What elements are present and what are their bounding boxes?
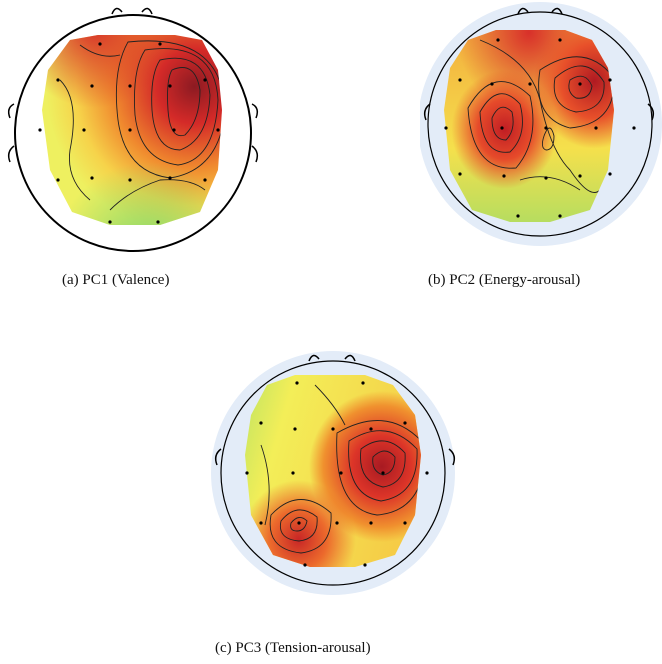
caption-b: (b) PC2 (Energy-arousal): [428, 272, 581, 288]
scalp-map-b: [444, 30, 614, 222]
scalp-map-a: [42, 35, 222, 225]
topomap-b: [420, 2, 662, 246]
right-ear-icon: [251, 103, 259, 119]
head-outline: [220, 360, 446, 586]
topomap-panel-c: (c) PC3 (Tension-arousal): [205, 345, 465, 664]
topomap-c: [211, 351, 456, 595]
electrodes-b: [444, 38, 636, 218]
topomap-panel-b: (b) PC2 (Energy-arousal): [420, 0, 662, 300]
head-outline: [14, 14, 252, 252]
caption-c: (c) PC3 (Tension-arousal): [215, 640, 371, 656]
topomap-a: [7, 7, 259, 252]
electrodes-a: [38, 42, 220, 224]
scalp-map-c: [245, 375, 421, 567]
electrodes-c: [245, 381, 429, 567]
caption-a: (a) PC1 (Valence): [62, 272, 170, 288]
topomap-panel-a: (a) PC1 (Valence): [0, 0, 270, 288]
head-outline: [427, 11, 653, 237]
nose-icon: [111, 7, 123, 15]
left-ear-icon: [7, 103, 15, 119]
